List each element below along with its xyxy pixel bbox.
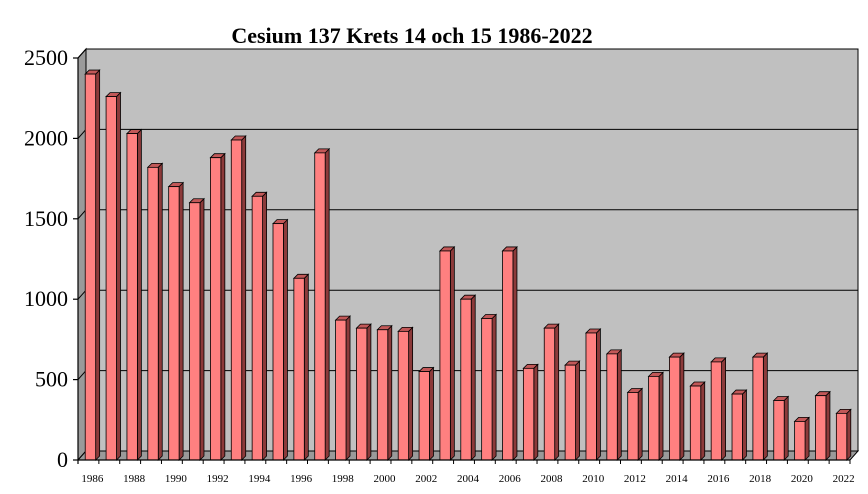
bar-2014 — [668, 352, 685, 461]
bar-2010 — [585, 328, 602, 461]
bar-2018 — [751, 352, 769, 461]
bar-1995 — [272, 218, 289, 461]
bar-2004 — [459, 294, 477, 461]
x-tick-label: 1988 — [123, 473, 146, 485]
x-tick-label: 2008 — [540, 473, 563, 485]
x-tick-label: 2018 — [749, 473, 772, 485]
bar-2011 — [605, 348, 623, 461]
bar-2015 — [689, 381, 706, 461]
x-tick-label: 1994 — [248, 473, 271, 485]
x-tick-label: 2012 — [624, 473, 646, 485]
x-tick-label: 1990 — [165, 473, 188, 485]
y-tick-label: 2000 — [24, 125, 68, 150]
bar-1998 — [334, 315, 351, 461]
x-tick-label: 2010 — [582, 473, 605, 485]
bar-2009 — [564, 360, 581, 461]
x-tick-label: 2016 — [707, 473, 730, 485]
bar-1993 — [230, 135, 247, 461]
bar-2003 — [438, 245, 456, 461]
bar-2017 — [731, 389, 748, 461]
bar-2005 — [480, 313, 498, 461]
x-tick-label: 2004 — [457, 473, 480, 485]
bar-1989 — [146, 162, 164, 461]
x-tick-label: 1996 — [290, 473, 313, 485]
bar-2019 — [772, 395, 790, 461]
bar-1986 — [84, 69, 101, 461]
bar-1987 — [105, 91, 122, 461]
x-tick-label: 2002 — [415, 473, 437, 485]
bar-2020 — [793, 416, 811, 461]
x-tick-label: 2020 — [791, 473, 814, 485]
bars — [84, 69, 852, 461]
bar-2007 — [522, 363, 539, 461]
x-tick-labels: 1986 1988 1990 1992 1994 1996 1998 2000 2002 2004… — [81, 473, 854, 485]
bar-1999 — [355, 323, 372, 461]
bar-2022 — [835, 408, 852, 461]
x-tick-label: 1992 — [207, 473, 229, 485]
bar-1992 — [209, 152, 226, 461]
x-tick-label: 1986 — [81, 473, 104, 485]
plot-side-wall — [77, 47, 87, 462]
bar-2013 — [647, 371, 664, 461]
bar-1994 — [251, 191, 268, 461]
x-tick-label: 2000 — [374, 473, 397, 485]
bar-2000 — [376, 324, 393, 461]
axes — [73, 57, 851, 464]
y-tick-label: 2500 — [24, 45, 68, 70]
x-tick-label: 2022 — [833, 473, 855, 485]
y-tick-label: 500 — [35, 367, 68, 392]
bar-1991 — [188, 197, 205, 461]
bar-2021 — [814, 390, 831, 461]
x-tick-label: 2014 — [666, 473, 689, 485]
bar-2002 — [418, 366, 435, 461]
chart-title: Cesium 137 Krets 14 och 15 1986-2022 — [231, 23, 592, 48]
gridline — [77, 48, 858, 59]
y-tick-label: 0 — [57, 447, 68, 472]
x-tick-label: 1998 — [332, 473, 355, 485]
bar-1990 — [167, 181, 185, 461]
bar-1996 — [292, 273, 310, 461]
y-tick-label: 1000 — [24, 286, 68, 311]
bar-2008 — [543, 323, 560, 461]
bar-2012 — [626, 387, 644, 461]
bar-2001 — [397, 326, 414, 461]
x-tick-label: 2006 — [499, 473, 522, 485]
bar-1988 — [125, 128, 143, 461]
bar-2006 — [501, 245, 518, 461]
y-tick-labels: 0 500 1000 1500 2000 2500 — [24, 45, 68, 472]
bar-1997 — [313, 147, 331, 461]
bar-2016 — [710, 356, 727, 461]
y-tick-label: 1500 — [24, 206, 68, 231]
